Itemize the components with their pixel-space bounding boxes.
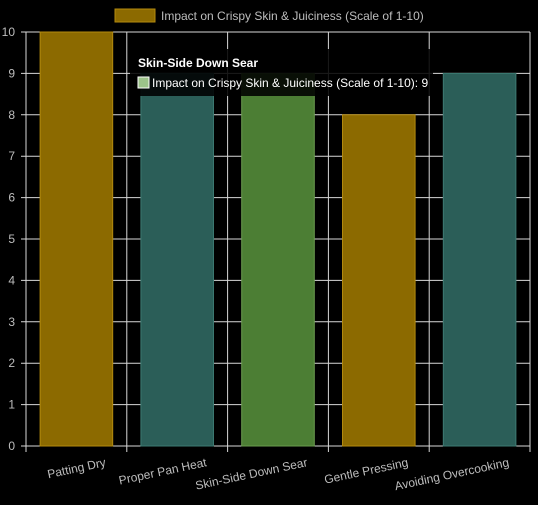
y-tick-label: 1 — [8, 398, 15, 412]
tooltip-box — [130, 49, 433, 96]
y-tick-label: 4 — [8, 273, 15, 287]
tooltip: Skin-Side Down Sear Impact on Crispy Skin… — [130, 49, 433, 96]
tooltip-swatch — [137, 76, 150, 89]
y-tick-label: 8 — [8, 108, 15, 122]
y-tick-label: 2 — [8, 356, 15, 370]
x-tick-label: Avoiding Overcooking — [393, 455, 510, 493]
y-tick-label: 6 — [8, 191, 15, 205]
bar[interactable] — [39, 31, 114, 447]
y-tick-label: 9 — [8, 66, 15, 80]
bar[interactable] — [442, 72, 517, 447]
legend[interactable]: Impact on Crispy Skin & Juiciness (Scale… — [114, 8, 424, 23]
y-tick-label: 7 — [8, 149, 15, 163]
y-tick-label: 0 — [8, 439, 15, 453]
bars — [39, 31, 517, 447]
bar[interactable] — [241, 72, 315, 447]
legend-label[interactable]: Impact on Crispy Skin & Juiciness (Scale… — [161, 9, 424, 23]
y-tick-label: 3 — [8, 315, 15, 329]
x-tick-label: Patting Dry — [46, 455, 107, 481]
legend-swatch[interactable] — [114, 8, 156, 23]
y-tick-label: 10 — [2, 25, 16, 39]
tooltip-title: Skin-Side Down Sear — [138, 56, 258, 70]
x-tick-label: Skin-Side Down Sear — [194, 455, 308, 492]
bar[interactable] — [140, 72, 214, 447]
tooltip-value: Impact on Crispy Skin & Juiciness (Scale… — [152, 76, 428, 90]
bar[interactable] — [342, 114, 416, 447]
y-tick-label: 5 — [8, 232, 15, 246]
